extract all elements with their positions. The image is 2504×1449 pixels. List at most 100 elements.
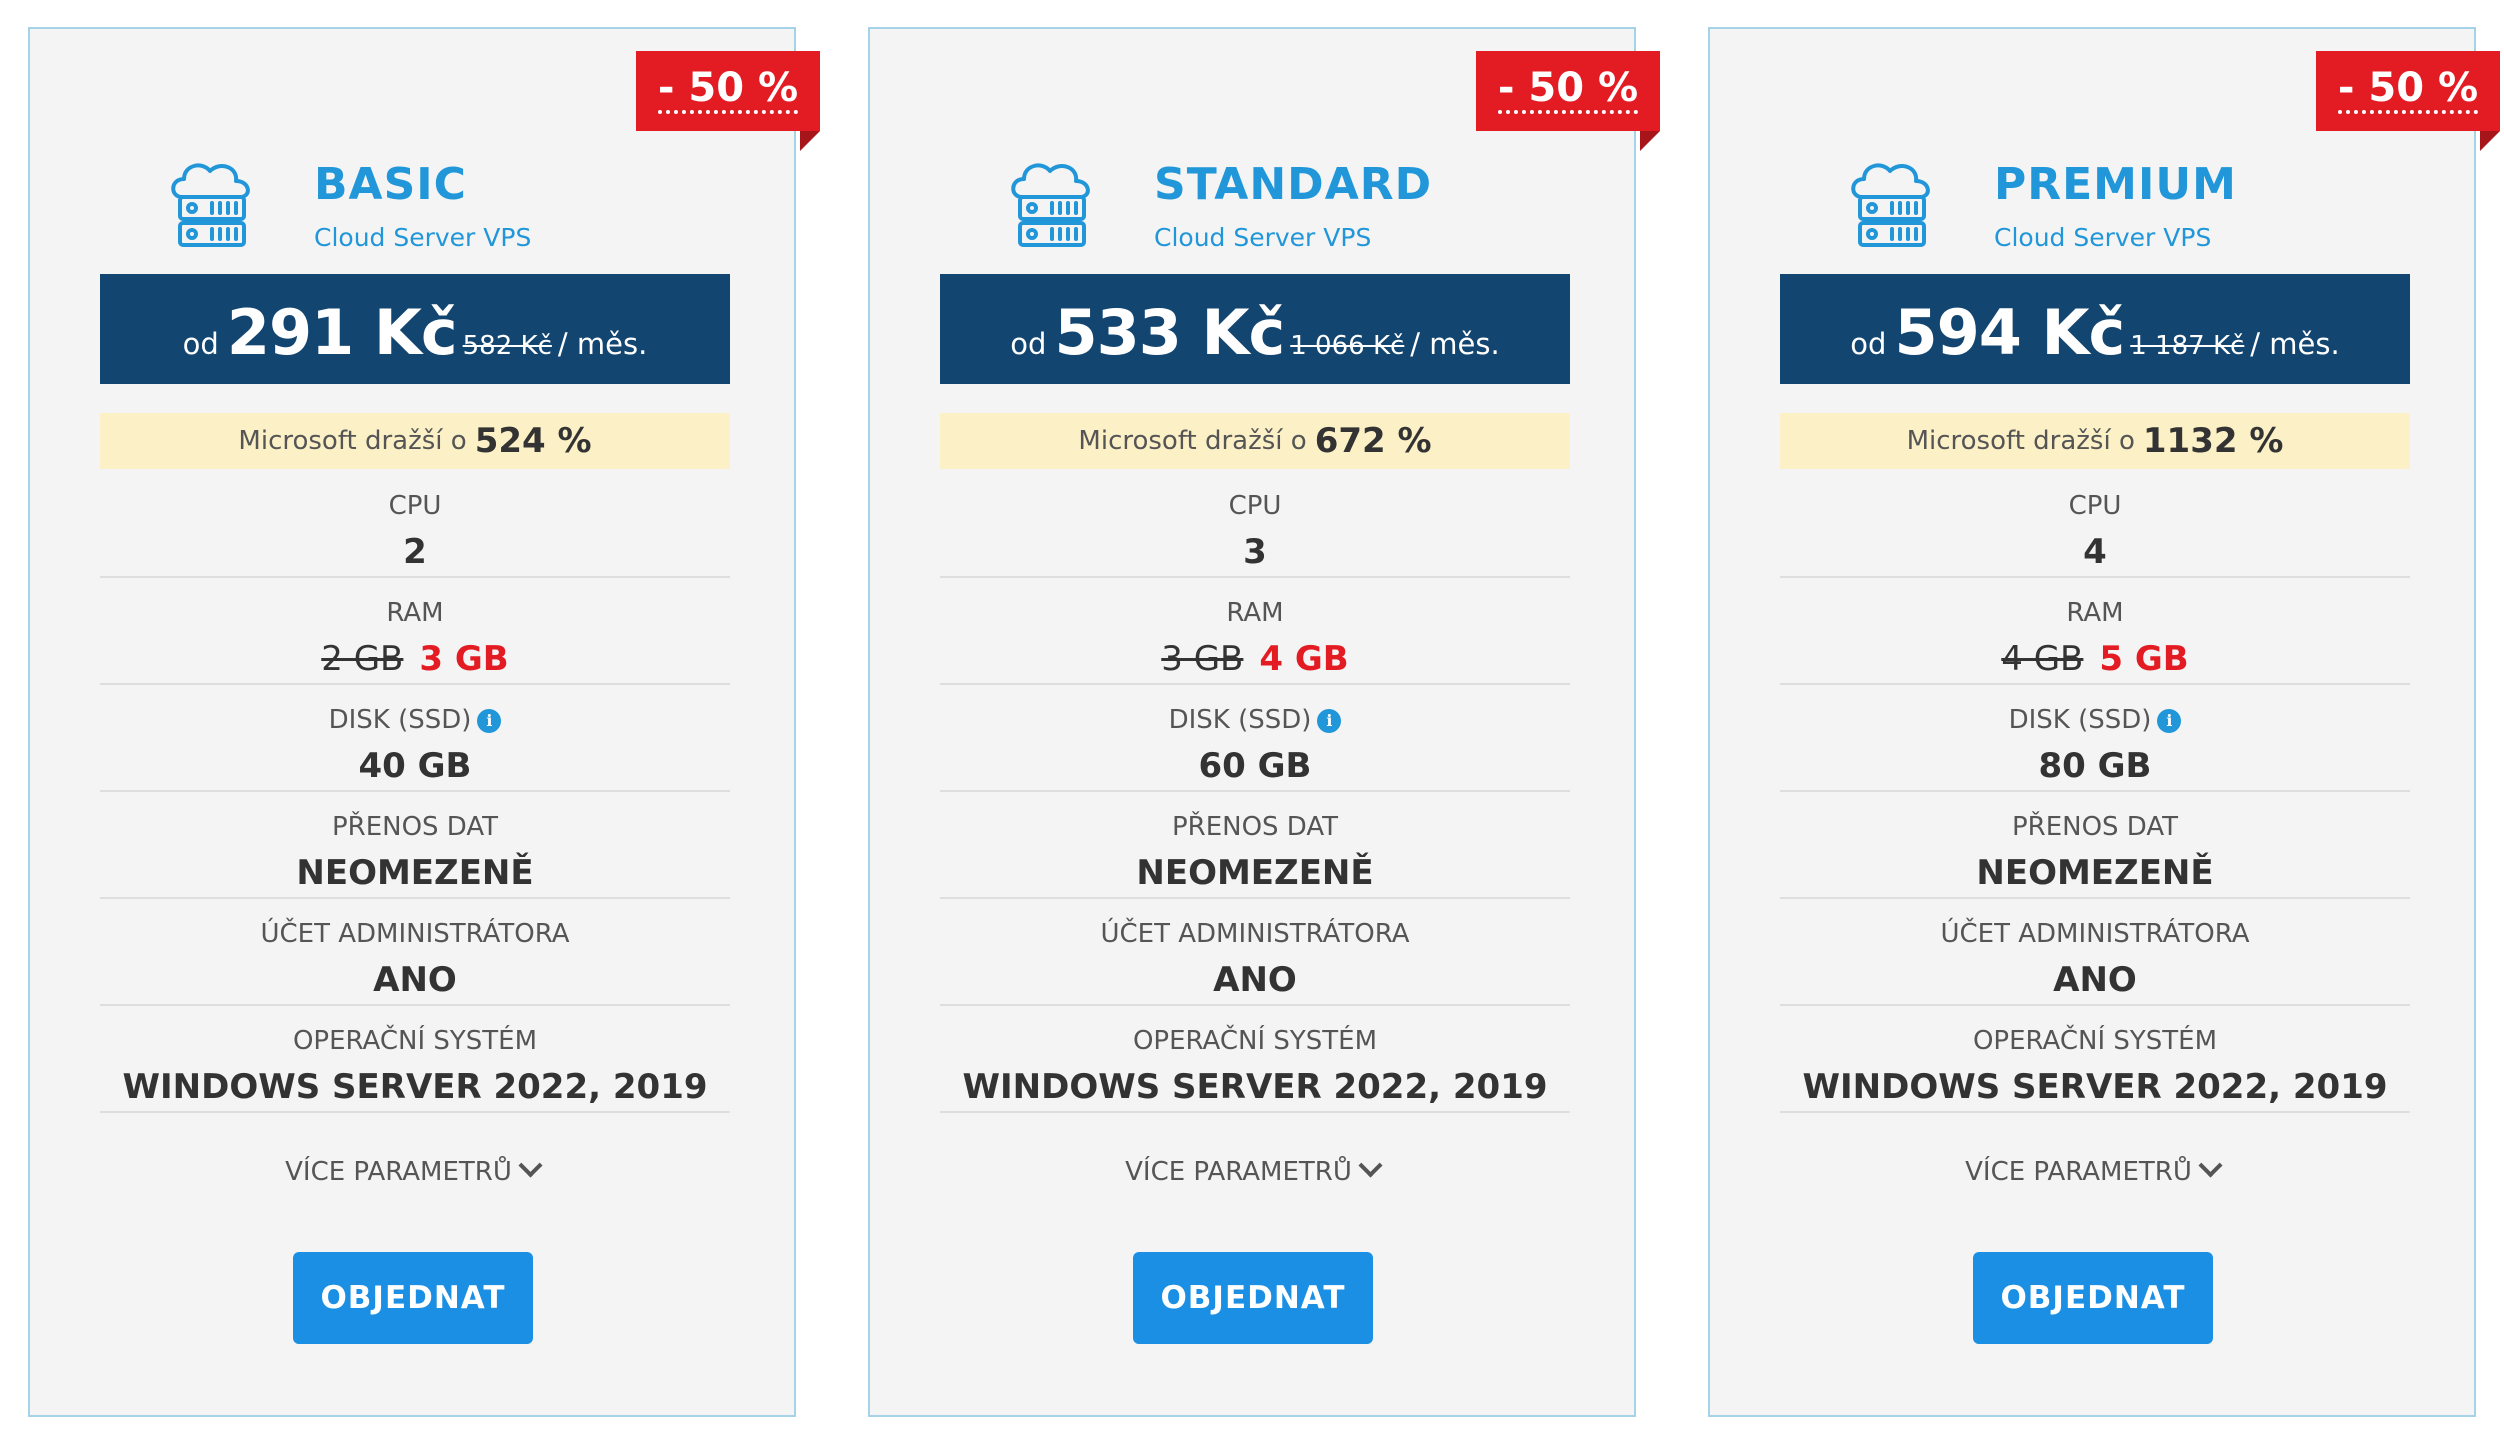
- param-value: 2: [403, 532, 427, 572]
- plan-subtitle: Cloud Server VPS: [1154, 223, 1372, 252]
- more-params-label: VÍCE PARAMETRŮ: [1965, 1157, 2192, 1187]
- more-params-toggle[interactable]: VÍCE PARAMETRŮ: [1710, 1153, 2474, 1187]
- discount-text: - 50 %: [1497, 68, 1639, 114]
- old-price: 582 Kč: [462, 331, 552, 361]
- info-icon[interactable]: i: [2157, 709, 2182, 733]
- price-value: 533 Kč: [1054, 296, 1285, 369]
- comparison-value: 1132 %: [2142, 421, 2284, 461]
- param-os: OPERAČNÍ SYSTÉM WINDOWS SERVER 2022, 201…: [940, 1006, 1570, 1113]
- param-disk: DISK (SSD) i 40 GB: [100, 685, 730, 792]
- discount-badge-fold: [1640, 131, 1660, 151]
- param-value-group: 3 GB 4 GB: [940, 638, 1570, 680]
- cloud-server-icon: [1011, 163, 1090, 247]
- param-admin: ÚČET ADMINISTRÁTORA ANO: [1780, 899, 2410, 1006]
- price-bar: od 291 Kč 582 Kč / měs.: [100, 274, 730, 384]
- param-value: WINDOWS SERVER 2022, 2019: [962, 1067, 1548, 1107]
- plan-name: STANDARD: [1154, 159, 1433, 210]
- param-value: WINDOWS SERVER 2022, 2019: [1802, 1067, 2388, 1107]
- order-button[interactable]: OBJEDNAT: [1133, 1252, 1373, 1344]
- param-value: 80 GB: [2038, 746, 2152, 786]
- info-icon[interactable]: i: [1317, 709, 1342, 733]
- param-label: OPERAČNÍ SYSTÉM: [1132, 1026, 1378, 1056]
- param-label-group: DISK (SSD) i: [1780, 685, 2410, 735]
- more-params-label: VÍCE PARAMETRŮ: [285, 1157, 512, 1187]
- chevron-down-icon: [2198, 1153, 2223, 1178]
- order-button[interactable]: OBJEDNAT: [1973, 1252, 2213, 1344]
- info-icon[interactable]: i: [477, 709, 502, 733]
- param-transfer: PŘENOS DAT NEOMEZENĚ: [1780, 792, 2410, 899]
- param-label: ÚČET ADMINISTRÁTORA: [260, 919, 570, 949]
- param-label: CPU: [2068, 491, 2122, 521]
- parameter-list: CPU 3 RAM 3 GB 4 GB DISK (SSD) i 60 GB PŘE…: [940, 471, 1570, 1113]
- param-disk: DISK (SSD) i 60 GB: [940, 685, 1570, 792]
- param-ram: RAM 3 GB 4 GB: [940, 578, 1570, 685]
- param-label: OPERAČNÍ SYSTÉM: [292, 1026, 538, 1056]
- parameter-list: CPU 4 RAM 4 GB 5 GB DISK (SSD) i 80 GB PŘE…: [1780, 471, 2410, 1113]
- plan-name: PREMIUM: [1994, 159, 2237, 210]
- plan-subtitle: Cloud Server VPS: [1994, 223, 2212, 252]
- old-price: 1 066 Kč: [1290, 331, 1405, 361]
- price-prefix: od: [182, 327, 219, 361]
- discount-badge-fold: [2480, 131, 2500, 151]
- param-label: PŘENOS DAT: [331, 812, 499, 842]
- param-value: NEOMEZENĚ: [296, 853, 534, 893]
- param-transfer: PŘENOS DAT NEOMEZENĚ: [100, 792, 730, 899]
- cloud-server-icon: [1851, 163, 1930, 247]
- more-params-toggle[interactable]: VÍCE PARAMETRŮ: [30, 1153, 794, 1187]
- plan-subtitle: Cloud Server VPS: [314, 223, 532, 252]
- param-label: ÚČET ADMINISTRÁTORA: [1100, 919, 1410, 949]
- ram-new-value: 3 GB: [419, 639, 509, 679]
- param-value: 4: [2083, 532, 2107, 572]
- param-admin: ÚČET ADMINISTRÁTORA ANO: [100, 899, 730, 1006]
- param-label: CPU: [1228, 491, 1282, 521]
- param-value-group: 2 GB 3 GB: [100, 638, 730, 680]
- param-label: DISK (SSD): [1168, 705, 1312, 735]
- more-params-toggle[interactable]: VÍCE PARAMETRŮ: [870, 1153, 1634, 1187]
- discount-text: - 50 %: [2337, 68, 2479, 114]
- ram-old-value: 4 GB: [2001, 639, 2084, 679]
- param-label: PŘENOS DAT: [2011, 812, 2179, 842]
- price-prefix: od: [1850, 327, 1887, 361]
- discount-badge: - 50 %: [636, 51, 820, 131]
- comparison-text: Microsoft dražší o: [1078, 426, 1307, 456]
- comparison-text: Microsoft dražší o: [1906, 426, 2135, 456]
- price-value: 291 Kč: [226, 296, 458, 369]
- discount-badge: - 50 %: [2316, 51, 2500, 131]
- price-bar: od 594 Kč 1 187 Kč / měs.: [1780, 274, 2410, 384]
- param-label: RAM: [1226, 598, 1284, 628]
- param-cpu: CPU 3: [940, 471, 1570, 578]
- param-value: 40 GB: [358, 746, 472, 786]
- param-value: ANO: [1213, 960, 1297, 1000]
- ram-new-value: 5 GB: [2099, 639, 2189, 679]
- cloud-server-icon: [171, 163, 250, 247]
- price-prefix: od: [1010, 327, 1047, 361]
- param-value-group: 4 GB 5 GB: [1780, 638, 2410, 680]
- param-ram: RAM 2 GB 3 GB: [100, 578, 730, 685]
- param-os: OPERAČNÍ SYSTÉM WINDOWS SERVER 2022, 201…: [1780, 1006, 2410, 1113]
- more-params-label: VÍCE PARAMETRŮ: [1125, 1157, 1352, 1187]
- plan-card-basic: - 50 % BASIC Cloud Server VPS od 291 Kč …: [28, 27, 820, 1417]
- ram-new-value: 4 GB: [1259, 639, 1349, 679]
- param-label: OPERAČNÍ SYSTÉM: [1972, 1026, 2218, 1056]
- param-label-group: DISK (SSD) i: [940, 685, 1570, 735]
- param-transfer: PŘENOS DAT NEOMEZENĚ: [940, 792, 1570, 899]
- price-period: / měs.: [2250, 327, 2340, 361]
- param-value: ANO: [2053, 960, 2137, 1000]
- param-ram: RAM 4 GB 5 GB: [1780, 578, 2410, 685]
- discount-text: - 50 %: [657, 68, 799, 114]
- param-value: ANO: [373, 960, 457, 1000]
- chevron-down-icon: [1358, 1153, 1383, 1178]
- param-label: RAM: [386, 598, 444, 628]
- comparison-value: 672 %: [1314, 421, 1432, 461]
- microsoft-comparison: Microsoft dražší o 1132 %: [1780, 413, 2410, 469]
- order-button[interactable]: OBJEDNAT: [293, 1252, 533, 1344]
- comparison-value: 524 %: [474, 421, 592, 461]
- param-label: PŘENOS DAT: [1171, 812, 1339, 842]
- plan-card-premium: - 50 % PREMIUM Cloud Server VPS od 594 K…: [1708, 27, 2500, 1417]
- plan-card-standard: - 50 % STANDARD Cloud Server VPS od 533 …: [868, 27, 1660, 1417]
- parameter-list: CPU 2 RAM 2 GB 3 GB DISK (SSD) i 40 GB PŘE…: [100, 471, 730, 1113]
- microsoft-comparison: Microsoft dražší o 524 %: [100, 413, 730, 469]
- param-os: OPERAČNÍ SYSTÉM WINDOWS SERVER 2022, 201…: [100, 1006, 730, 1113]
- discount-badge: - 50 %: [1476, 51, 1660, 131]
- param-label: DISK (SSD): [328, 705, 472, 735]
